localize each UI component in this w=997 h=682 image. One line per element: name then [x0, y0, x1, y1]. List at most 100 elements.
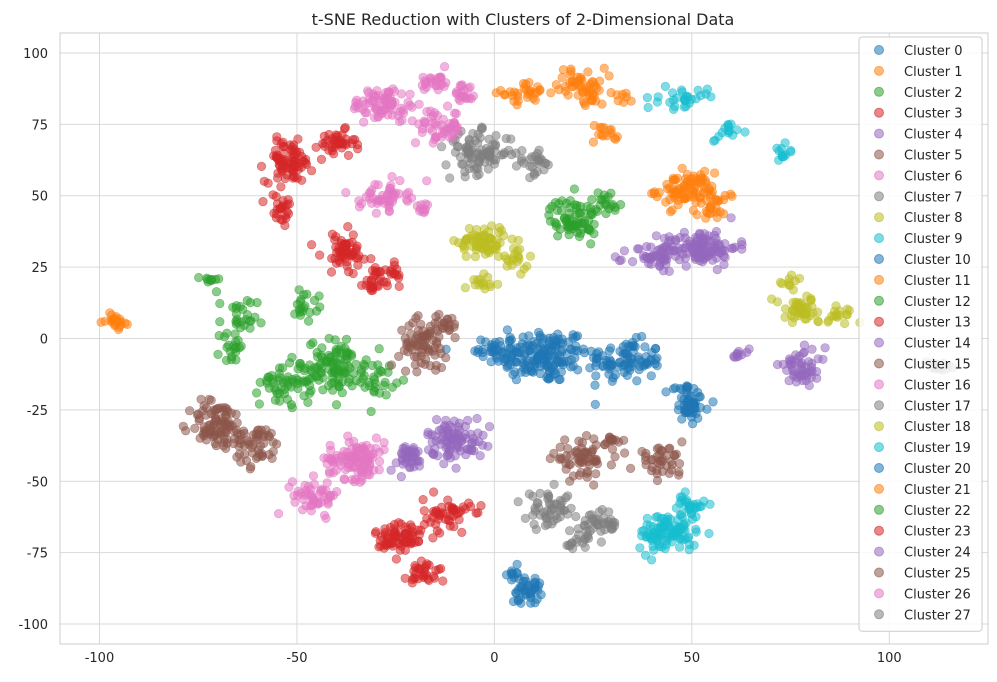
- data-point: [432, 415, 442, 425]
- data-point: [254, 399, 264, 409]
- y-tick-label: -100: [18, 618, 48, 633]
- data-point: [588, 137, 599, 147]
- data-point: [400, 537, 410, 547]
- data-point: [420, 336, 430, 347]
- data-point: [428, 533, 438, 543]
- data-point: [590, 380, 600, 390]
- data-point: [596, 537, 607, 547]
- data-point: [683, 498, 693, 508]
- data-point: [565, 476, 575, 486]
- data-point: [441, 514, 451, 525]
- data-point: [387, 196, 398, 207]
- data-point: [662, 514, 672, 524]
- legend-marker: [874, 588, 884, 599]
- data-point: [366, 188, 376, 198]
- data-point: [231, 301, 241, 311]
- data-point: [510, 367, 520, 377]
- data-point: [515, 593, 525, 603]
- data-point: [450, 333, 460, 343]
- data-point: [668, 104, 679, 114]
- data-point: [440, 420, 450, 431]
- legend-label: Cluster 17: [904, 399, 971, 414]
- data-point: [590, 455, 600, 465]
- data-point: [430, 508, 440, 518]
- legend-marker: [874, 170, 884, 181]
- data-point: [432, 337, 442, 347]
- legend-marker: [874, 254, 884, 264]
- data-point: [604, 432, 615, 442]
- data-point: [316, 497, 326, 508]
- legend-marker: [874, 86, 884, 97]
- data-point: [788, 306, 798, 316]
- data-point: [369, 465, 379, 475]
- data-point: [200, 426, 210, 437]
- data-point: [648, 534, 658, 544]
- data-point: [532, 167, 542, 177]
- data-point: [223, 406, 233, 417]
- data-point: [524, 346, 535, 356]
- data-point: [414, 461, 425, 471]
- data-point: [470, 135, 480, 146]
- data-point: [593, 353, 603, 363]
- data-point: [320, 356, 330, 366]
- legend-marker: [874, 295, 884, 306]
- data-point: [706, 92, 716, 102]
- data-point: [607, 199, 618, 210]
- data-point: [559, 213, 570, 223]
- data-point: [359, 361, 370, 371]
- data-point: [726, 213, 736, 223]
- data-point: [610, 452, 620, 462]
- data-point: [676, 393, 687, 403]
- series-5: [178, 394, 282, 474]
- data-point: [478, 440, 488, 450]
- data-point: [557, 72, 567, 83]
- data-point: [700, 175, 710, 185]
- legend-label: Cluster 24: [904, 546, 971, 561]
- data-point: [661, 259, 671, 269]
- data-point: [529, 578, 540, 589]
- data-point: [235, 438, 245, 449]
- data-point: [711, 234, 721, 244]
- data-point: [621, 339, 631, 349]
- data-point: [275, 373, 285, 383]
- data-point: [589, 480, 599, 490]
- legend-label: Cluster 15: [904, 358, 971, 373]
- data-point: [680, 487, 690, 497]
- data-point: [440, 61, 450, 72]
- legend-label: Cluster 0: [904, 44, 963, 59]
- data-point: [654, 443, 664, 453]
- tick-labels: -100 -50 0 50 100 -100 -75 -50 -25 0 25 50 75 100: [18, 47, 901, 666]
- data-point: [454, 514, 464, 525]
- data-point: [297, 175, 307, 185]
- data-point: [784, 280, 794, 290]
- data-point: [396, 519, 406, 529]
- data-point: [674, 470, 684, 480]
- data-point: [720, 239, 730, 249]
- data-point: [198, 406, 208, 416]
- data-point: [385, 183, 395, 193]
- data-point: [604, 125, 615, 135]
- data-point: [478, 344, 488, 355]
- data-point: [558, 360, 568, 370]
- data-point: [387, 99, 397, 109]
- data-point: [813, 354, 823, 364]
- data-point: [451, 463, 461, 473]
- data-point: [573, 365, 583, 375]
- data-point: [700, 166, 710, 176]
- data-point: [813, 317, 824, 327]
- data-point: [494, 222, 505, 233]
- data-point: [682, 382, 693, 393]
- data-point: [245, 323, 255, 333]
- data-point: [583, 67, 593, 77]
- legend-label: Cluster 11: [904, 274, 971, 289]
- data-point: [410, 360, 420, 370]
- data-point: [318, 485, 328, 496]
- data-point: [492, 235, 502, 245]
- series-13: [370, 487, 486, 588]
- data-point: [812, 373, 822, 383]
- data-point: [709, 136, 719, 146]
- data-point: [656, 247, 666, 257]
- data-point: [439, 129, 449, 139]
- data-point: [319, 131, 329, 141]
- data-point: [512, 347, 522, 357]
